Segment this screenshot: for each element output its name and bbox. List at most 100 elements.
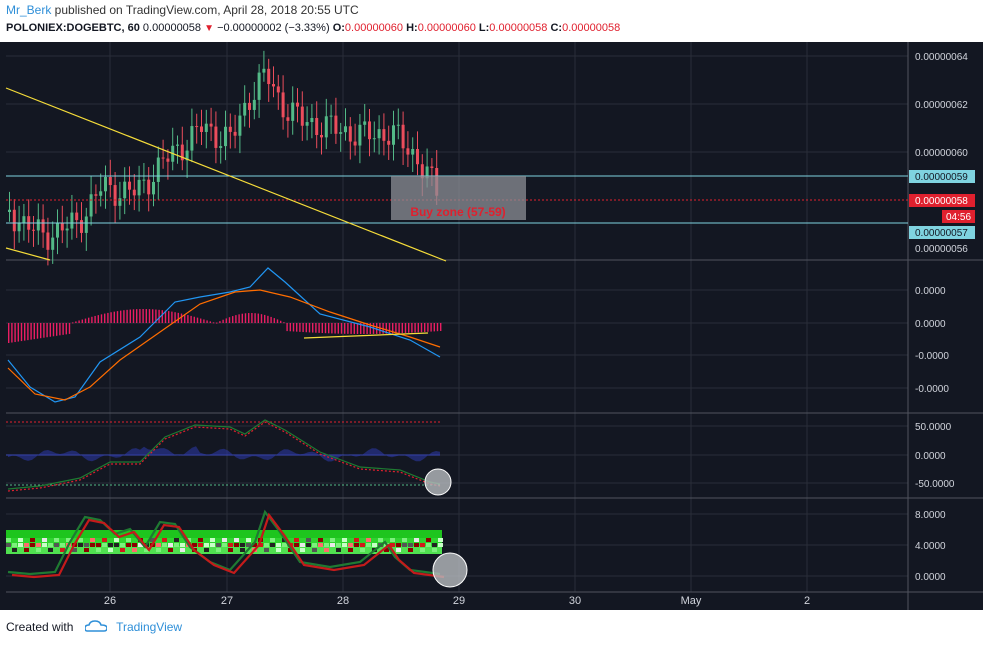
heatmap-cell: [216, 543, 221, 547]
heatmap-cell: [120, 543, 125, 547]
time-label: 28: [337, 595, 349, 607]
macd-histogram-bar: [408, 323, 410, 333]
macd-histogram-bar: [276, 319, 279, 323]
candle-body: [430, 166, 434, 168]
heatmap-cell: [150, 538, 155, 542]
candle-body: [36, 219, 40, 231]
candle-body: [286, 117, 290, 121]
heatmap-cell: [132, 543, 137, 547]
candle-body: [224, 126, 227, 147]
macd-histogram-bar: [334, 323, 336, 334]
chart-area[interactable]: Buy zone (57-59) 0.00000064 0.00000062 0…: [0, 42, 983, 610]
candle-body: [84, 216, 88, 233]
heatmap-cell: [414, 543, 419, 547]
macd-histogram-bar: [302, 323, 304, 333]
heatmap-cell: [270, 543, 275, 547]
heatmap-cell: [312, 548, 317, 552]
candle-body: [46, 232, 50, 250]
heatmap-cell: [108, 543, 113, 547]
osc-tick: 50.0000: [915, 422, 952, 433]
macd-histogram-bar: [248, 313, 250, 323]
lower-trendline[interactable]: [5, 247, 51, 261]
macd-histogram-bar: [65, 323, 67, 335]
symbol-label[interactable]: POLONIEX:DOGEBTC, 60: [6, 22, 140, 34]
close-value: 0.00000058: [562, 22, 621, 34]
macd-histogram-bar: [331, 323, 333, 334]
footer: Created with TradingView: [6, 620, 182, 635]
macd-histogram-bar: [43, 323, 45, 338]
macd-histogram-bar: [235, 315, 237, 323]
candle-body: [392, 125, 395, 145]
heatmap-cell: [390, 538, 395, 542]
macd-histogram-bar: [14, 323, 16, 343]
macd-divergence-line[interactable]: [303, 332, 429, 339]
candle-body: [406, 148, 410, 155]
pane-separators: [6, 42, 983, 610]
candle-body: [190, 126, 194, 151]
heatmap-cell: [120, 548, 125, 552]
price-axis[interactable]: 0.00000064 0.00000062 0.00000060 0.00000…: [915, 52, 968, 255]
wave-axis[interactable]: 8.0000 4.0000 0.0000: [915, 510, 946, 583]
candle-body: [60, 222, 64, 231]
highlight-circle-wave[interactable]: [432, 552, 468, 588]
candle-body: [238, 115, 242, 136]
heatmap-cell: [48, 543, 53, 547]
macd-histogram-bar: [219, 321, 221, 323]
candle-body: [382, 129, 386, 141]
buy-zone-box[interactable]: [391, 176, 526, 220]
publish-info: Mr_Berk published on TradingView.com, Ap…: [6, 3, 359, 17]
candle-body: [176, 144, 179, 146]
heatmap-cell: [204, 543, 209, 547]
heatmap-cell: [300, 543, 305, 547]
heatmap-cell: [174, 538, 179, 542]
candle-body: [310, 117, 314, 123]
macd-histogram-bar: [11, 323, 13, 343]
macd-histogram-bar: [254, 313, 256, 323]
heatmap-cell: [42, 538, 47, 542]
heatmap-cell: [168, 548, 173, 552]
tradingview-link[interactable]: TradingView: [116, 620, 183, 634]
wave-tick: 4.0000: [915, 541, 946, 552]
heatmap-cell: [264, 548, 269, 552]
heatmap-cell: [72, 548, 77, 552]
tradingview-cloud-icon[interactable]: [83, 620, 108, 635]
highlight-circle-osc[interactable]: [424, 468, 452, 496]
candle-body: [243, 102, 247, 116]
heatmap-cell: [36, 543, 41, 547]
open-label: O:: [332, 22, 345, 34]
time-label: 26: [104, 595, 116, 607]
candle-body: [94, 194, 98, 196]
candle-body: [291, 102, 295, 121]
candle-body: [219, 146, 223, 148]
heatmap-cell: [318, 538, 323, 542]
macd-axis[interactable]: 0.0000 0.0000 -0.0000 -0.0000: [915, 286, 949, 395]
author-link[interactable]: Mr_Berk: [6, 3, 52, 17]
buy-zone-label: Buy zone (57-59): [410, 205, 505, 219]
candle-body: [51, 237, 55, 250]
candle-body: [137, 179, 141, 196]
macd-histogram-bar: [184, 314, 186, 323]
candle-body: [214, 126, 218, 148]
chart-svg[interactable]: Buy zone (57-59) 0.00000064 0.00000062 0…: [0, 42, 983, 610]
macd-histogram-bar: [196, 317, 199, 323]
macd-histogram-bar: [299, 323, 301, 332]
macd-histogram-bar: [100, 314, 103, 323]
downtrend-line[interactable]: [5, 87, 447, 262]
macd-histogram-bar: [81, 319, 83, 323]
candle-body: [180, 144, 184, 161]
candle-body: [339, 132, 343, 134]
osc-axis[interactable]: 50.0000 0.0000 -50.0000: [915, 422, 955, 490]
macd-histogram-bar: [292, 323, 295, 332]
candle-body: [118, 198, 122, 206]
macd-histogram-bar: [177, 312, 179, 323]
macd-histogram-bar: [132, 309, 135, 323]
heatmap-cell: [84, 548, 89, 552]
macd-histogram-bar: [398, 323, 400, 334]
macd-histogram-bar: [440, 323, 442, 331]
heatmap-cell: [228, 543, 233, 547]
time-axis[interactable]: 26 27 28 29 30 May 2: [104, 595, 810, 607]
macd-histogram-bar: [264, 314, 266, 323]
open-value: 0.00000060: [344, 22, 404, 34]
time-label: 29: [453, 595, 465, 607]
candle-body: [387, 140, 391, 145]
